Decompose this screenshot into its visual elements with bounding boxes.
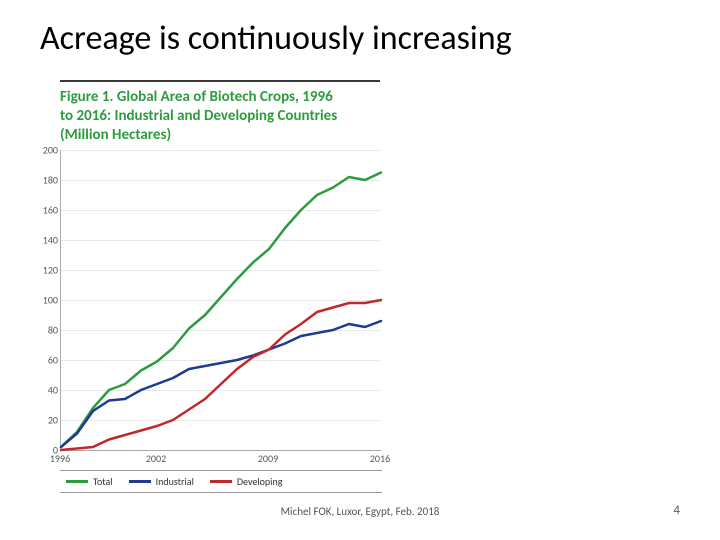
x-tick-label: 2002 [146,452,166,465]
plot-area [60,150,381,451]
series-total [61,173,381,448]
legend-label: Developing [237,475,283,488]
legend-label: Total [93,475,113,488]
figure-title: Figure 1. Global Area of Biotech Crops, … [60,80,380,144]
y-tick-label: 20 [48,414,58,427]
y-tick-label: 200 [43,144,58,157]
x-tick-label: 2009 [258,452,278,465]
y-tick-label: 100 [43,294,58,307]
page-number: 4 [673,503,680,518]
legend-swatch [129,480,151,483]
slide-title: Acreage is continuously increasing [40,18,680,59]
chart: 020406080100120140160180200 199620022009… [60,150,380,450]
legend-item-developing: Developing [210,475,283,488]
y-tick-label: 120 [43,264,58,277]
y-tick-label: 60 [48,354,58,367]
y-axis-labels: 020406080100120140160180200 [30,150,58,450]
legend-item-industrial: Industrial [129,475,194,488]
legend-swatch [66,480,88,483]
legend-label: Industrial [156,475,194,488]
y-tick-label: 40 [48,384,58,397]
figure-title-line1: Figure 1. Global Area of Biotech Crops, … [60,88,333,106]
x-tick-label: 2016 [370,452,390,465]
series-developing [61,300,381,450]
legend-item-total: Total [66,475,113,488]
y-tick-label: 80 [48,324,58,337]
figure-title-line2: to 2016: Industrial and Developing Count… [60,107,337,125]
x-tick-label: 1996 [50,452,70,465]
footer-text: Michel FOK, Luxor, Egypt, Feb. 2018 [0,505,720,518]
chart-lines [61,150,381,450]
y-tick-label: 140 [43,234,58,247]
y-tick-label: 180 [43,174,58,187]
figure-title-line3: (Million Hectares) [60,126,171,144]
legend: Total Industrial Developing [60,470,382,493]
y-tick-label: 160 [43,204,58,217]
legend-swatch [210,480,232,483]
